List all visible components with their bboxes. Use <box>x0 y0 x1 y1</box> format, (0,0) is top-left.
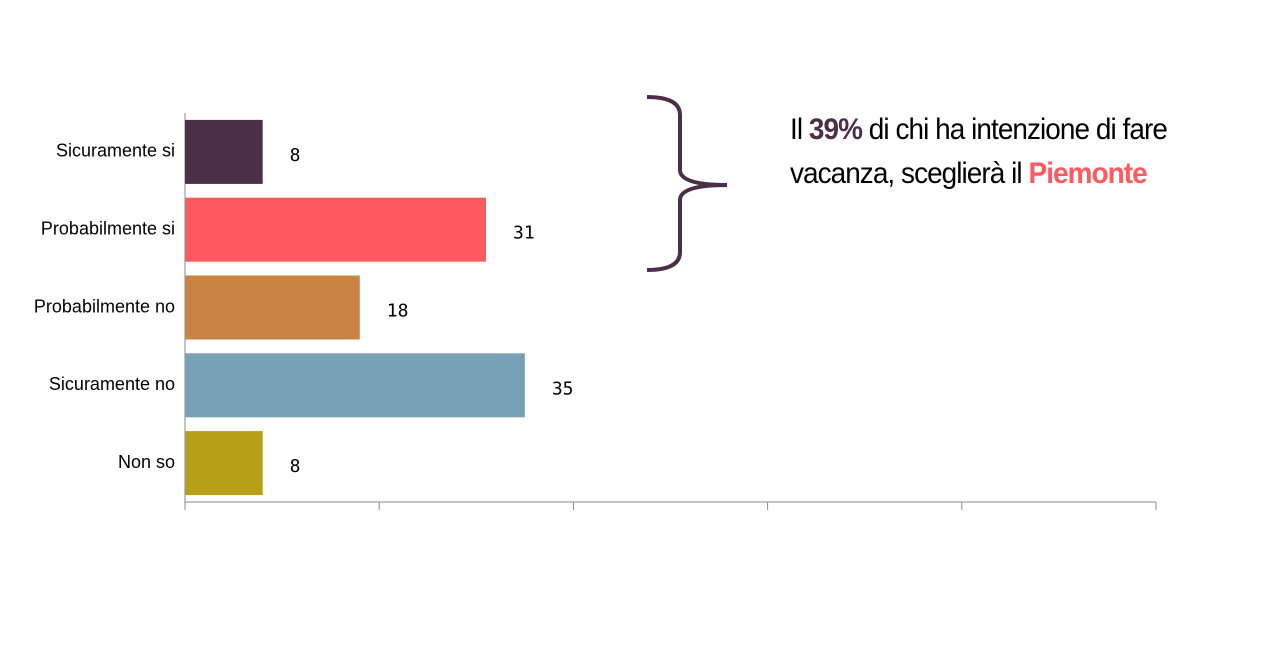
y-tick-label: Probabilmente si <box>41 218 175 238</box>
value-label: 8 <box>290 145 301 166</box>
annotation-part: Piemonte <box>1028 157 1148 190</box>
annotation-part: di chi ha intenzione di fare vacanza, sc… <box>790 113 1174 190</box>
brace <box>646 95 728 272</box>
bar <box>185 275 360 340</box>
bar <box>185 119 263 184</box>
bar <box>185 431 263 496</box>
y-tick-label: Sicuramente no <box>49 374 175 394</box>
annotation-part: Il <box>790 113 809 146</box>
value-label: 31 <box>513 223 535 244</box>
value-label: 8 <box>290 456 301 477</box>
value-label: 35 <box>552 378 574 399</box>
y-tick-label: Non so <box>118 452 175 472</box>
annotation: Il 39% di chi ha intenzione di fare vaca… <box>790 108 1227 196</box>
bar <box>185 353 525 418</box>
y-tick-label: Probabilmente no <box>34 296 175 316</box>
annotation-part: 39% <box>808 113 863 146</box>
y-tick-label: Sicuramente si <box>56 141 175 161</box>
value-label: 18 <box>387 301 409 322</box>
bar <box>185 197 487 262</box>
